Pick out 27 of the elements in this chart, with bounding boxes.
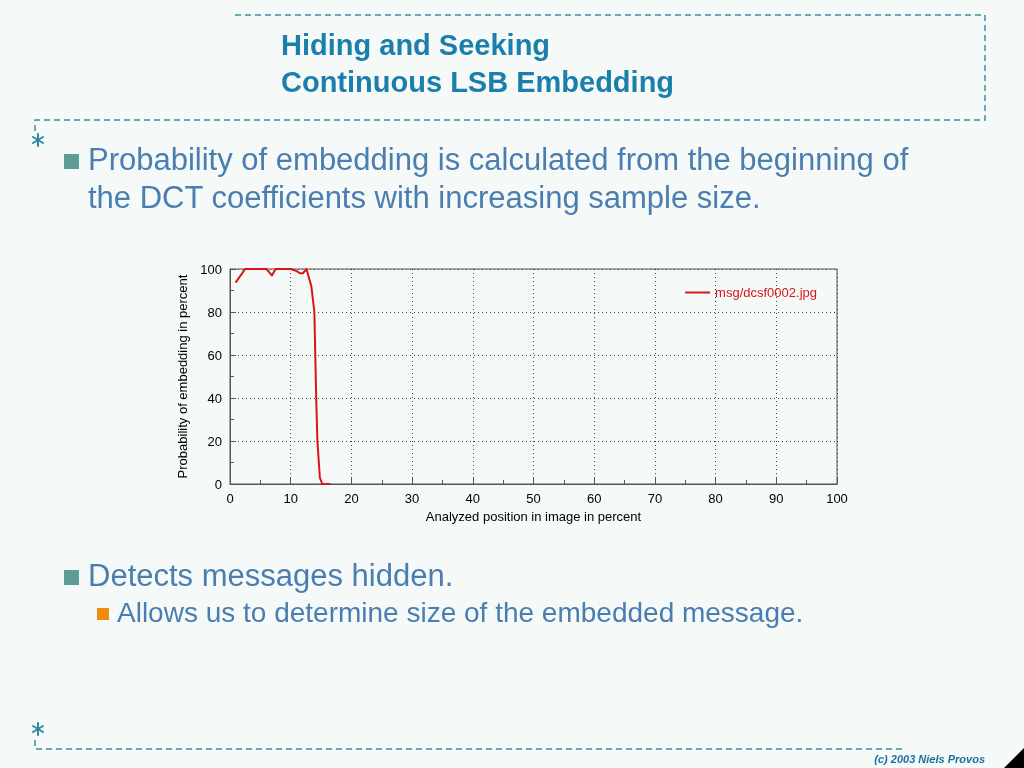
x-tick-label: 10: [283, 491, 298, 506]
text: Allows us to determine size of the embedded message.: [117, 597, 805, 629]
x-tick-label: 60: [586, 491, 602, 506]
y-tick-label: 0: [214, 476, 222, 492]
x-tick-label: 80: [708, 491, 723, 506]
x-axis-title: Analyzed position in image in percent: [425, 508, 642, 524]
y-tick-label: 100: [200, 261, 222, 277]
y-tick-label: 80: [207, 304, 222, 320]
y-axis-title: Probability of embedding in percent: [175, 274, 191, 479]
text: Probability of embedding is calculated from the beginning of the DCT coefficients with increasing sample size.: [88, 141, 910, 217]
text: (c) 2003 Niels Provos: [874, 752, 985, 766]
line-series: [235, 268, 331, 485]
legend-label: msg/dcsf0002.jpg: [715, 285, 818, 300]
chart-title: Hiding and Seeking: [281, 28, 551, 62]
x-tick-label: 30: [404, 491, 420, 506]
x-tick-label: 90: [769, 491, 784, 506]
chart-subtitle: Continuous LSB Embedding: [281, 65, 675, 99]
y-tick-label: 20: [207, 433, 222, 449]
y-tick-label: 60: [207, 347, 222, 363]
text: Detects messages hidden.: [88, 557, 455, 595]
x-tick-label: 20: [344, 491, 359, 506]
y-tick-label: 40: [207, 390, 222, 406]
x-tick-label: 100: [826, 491, 848, 506]
x-tick-label: 50: [526, 491, 541, 506]
x-tick-label: 40: [465, 491, 481, 506]
x-tick-label: 0: [226, 491, 234, 506]
x-tick-label: 70: [647, 491, 663, 506]
